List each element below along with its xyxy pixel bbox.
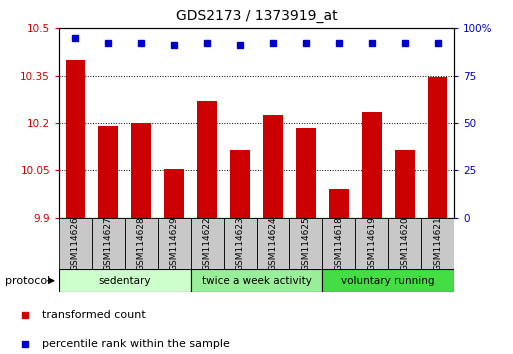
- Bar: [421, 218, 454, 269]
- Text: GSM114619: GSM114619: [367, 216, 376, 271]
- Bar: [125, 218, 158, 269]
- Text: transformed count: transformed count: [42, 310, 146, 320]
- Bar: [131, 123, 151, 218]
- Bar: [59, 269, 191, 292]
- Bar: [256, 218, 289, 269]
- Bar: [362, 112, 382, 218]
- Text: protocol: protocol: [5, 276, 50, 286]
- Bar: [98, 126, 118, 218]
- Bar: [322, 269, 454, 292]
- Bar: [289, 218, 322, 269]
- Bar: [92, 218, 125, 269]
- Text: percentile rank within the sample: percentile rank within the sample: [42, 339, 230, 349]
- Bar: [197, 101, 217, 218]
- Bar: [66, 60, 85, 218]
- Bar: [329, 189, 349, 218]
- Bar: [263, 115, 283, 218]
- Bar: [59, 218, 92, 269]
- Bar: [322, 218, 355, 269]
- Text: GSM114624: GSM114624: [268, 216, 278, 271]
- Text: GSM114622: GSM114622: [203, 216, 212, 271]
- Bar: [164, 169, 184, 218]
- Text: GSM114626: GSM114626: [71, 216, 80, 271]
- Text: GSM114625: GSM114625: [301, 216, 310, 271]
- Bar: [355, 218, 388, 269]
- Text: GSM114621: GSM114621: [433, 216, 442, 271]
- Text: GSM114618: GSM114618: [334, 216, 343, 271]
- Text: GSM114628: GSM114628: [137, 216, 146, 271]
- Text: GSM114620: GSM114620: [400, 216, 409, 271]
- Text: voluntary running: voluntary running: [342, 275, 435, 286]
- Bar: [158, 218, 191, 269]
- Text: GSM114629: GSM114629: [170, 216, 179, 271]
- Text: GDS2173 / 1373919_at: GDS2173 / 1373919_at: [175, 9, 338, 23]
- Text: GSM114627: GSM114627: [104, 216, 113, 271]
- Bar: [296, 128, 315, 218]
- Text: sedentary: sedentary: [98, 275, 151, 286]
- Bar: [191, 269, 322, 292]
- Bar: [394, 150, 415, 218]
- Text: twice a week activity: twice a week activity: [202, 275, 311, 286]
- Bar: [191, 218, 224, 269]
- Bar: [224, 218, 256, 269]
- Bar: [230, 150, 250, 218]
- Text: GSM114623: GSM114623: [235, 216, 245, 271]
- Bar: [428, 77, 447, 218]
- Bar: [388, 218, 421, 269]
